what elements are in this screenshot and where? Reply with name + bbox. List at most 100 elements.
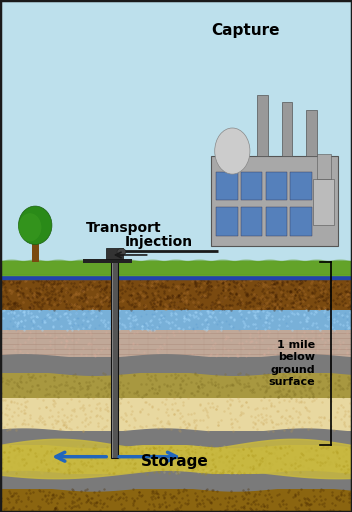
Point: [77, 295, 82, 304]
Point: [223, 467, 228, 475]
Point: [175, 291, 181, 299]
Point: [37, 303, 43, 311]
Point: [32, 462, 38, 470]
Point: [278, 285, 283, 293]
Point: [13, 279, 19, 287]
Point: [39, 295, 45, 304]
Point: [11, 453, 17, 461]
Point: [216, 300, 222, 308]
Point: [250, 307, 256, 315]
Point: [337, 344, 342, 352]
Point: [39, 318, 45, 327]
Point: [241, 504, 247, 512]
Point: [250, 293, 256, 302]
Point: [136, 293, 141, 301]
Point: [202, 447, 207, 456]
Point: [231, 316, 237, 324]
Point: [63, 417, 68, 425]
Point: [12, 445, 17, 454]
Point: [205, 282, 211, 290]
Point: [1, 276, 7, 284]
Point: [256, 281, 261, 289]
Point: [126, 300, 132, 308]
Point: [346, 443, 352, 452]
Point: [21, 410, 27, 418]
Point: [319, 398, 325, 407]
Point: [228, 468, 234, 477]
Point: [204, 283, 210, 291]
Point: [30, 315, 36, 324]
Point: [146, 447, 152, 455]
Point: [18, 284, 23, 292]
Point: [297, 298, 303, 307]
Point: [228, 409, 233, 417]
Point: [84, 382, 90, 390]
Point: [252, 308, 257, 316]
Point: [46, 487, 51, 496]
Point: [123, 459, 129, 467]
Point: [166, 501, 171, 509]
Point: [4, 454, 10, 462]
Point: [70, 493, 76, 501]
Point: [89, 462, 95, 470]
Point: [200, 407, 206, 415]
Point: [152, 421, 157, 429]
Point: [82, 466, 88, 474]
Point: [193, 308, 199, 316]
Point: [328, 458, 334, 466]
Point: [279, 458, 284, 466]
Point: [33, 284, 39, 292]
Point: [172, 370, 178, 378]
Point: [240, 344, 246, 352]
Point: [48, 286, 54, 294]
Point: [206, 496, 212, 504]
Point: [239, 401, 245, 410]
Point: [45, 295, 50, 304]
Point: [288, 445, 293, 453]
Point: [84, 485, 90, 494]
Point: [162, 300, 168, 308]
Point: [277, 303, 282, 311]
Point: [112, 304, 118, 312]
Point: [64, 297, 69, 305]
Point: [230, 426, 235, 435]
Point: [106, 407, 111, 415]
Point: [295, 413, 301, 421]
Point: [227, 295, 233, 303]
Point: [13, 426, 19, 434]
Point: [218, 446, 223, 455]
Point: [75, 321, 81, 329]
Point: [87, 279, 92, 287]
Point: [142, 319, 147, 328]
Point: [60, 493, 66, 501]
Point: [131, 499, 136, 507]
Point: [334, 448, 340, 456]
Point: [335, 282, 340, 290]
Point: [302, 302, 308, 310]
Point: [174, 467, 180, 475]
Point: [170, 291, 175, 300]
Point: [99, 298, 104, 306]
Point: [154, 489, 159, 498]
Point: [25, 309, 31, 317]
Point: [345, 312, 350, 321]
Point: [212, 378, 218, 386]
Point: [98, 499, 103, 507]
Point: [276, 315, 282, 324]
Point: [36, 284, 42, 292]
Point: [152, 371, 157, 379]
Point: [0, 377, 5, 386]
Point: [284, 391, 290, 399]
Point: [134, 388, 140, 396]
Point: [87, 321, 93, 329]
Point: [29, 303, 34, 311]
Point: [271, 288, 276, 296]
Point: [215, 380, 221, 388]
Point: [274, 295, 280, 303]
Point: [289, 446, 295, 455]
Point: [177, 422, 183, 431]
Point: [245, 451, 251, 459]
Point: [37, 298, 42, 307]
Point: [117, 399, 122, 407]
Point: [345, 461, 350, 469]
